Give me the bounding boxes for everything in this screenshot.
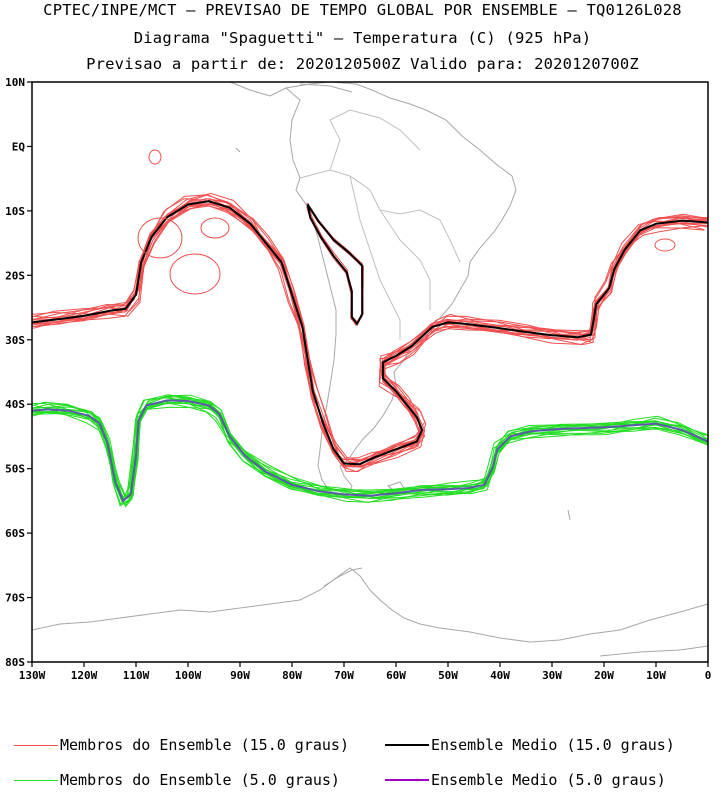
title-line-2: Diagrama "Spaguetti" — Temperatura (C) (… xyxy=(133,29,592,47)
ensemble-mean-15-contour xyxy=(32,200,708,466)
member-closed-contour xyxy=(200,217,230,239)
caribbean-coastline xyxy=(299,83,353,93)
lat-label: EQ xyxy=(12,140,26,153)
lon-label: 80W xyxy=(282,669,302,682)
south-america-coastline xyxy=(284,82,517,497)
lon-label: 10W xyxy=(646,669,666,682)
lat-label: 50S xyxy=(5,463,25,476)
lat-label: 60S xyxy=(5,527,25,540)
legend-swatch-mean-5 xyxy=(385,779,429,781)
antarctica-coastline xyxy=(32,567,708,643)
member-closed-contour xyxy=(169,253,221,295)
axis-ticks xyxy=(27,81,709,667)
latitude-labels: 10N EQ 10S 20S 30S 40S 50S 60S 70S 80S xyxy=(5,76,25,669)
longitude-labels: 130W 120W 110W 100W 90W 80W 70W 60W 50W 40W 30W 20W… xyxy=(19,669,712,682)
legend-label-mean-15: Ensemble Medio (15.0 graus) xyxy=(431,736,675,754)
member-15-secondary-contour xyxy=(306,202,364,327)
member-closed-contour xyxy=(148,149,162,165)
lon-label: 20W xyxy=(594,669,614,682)
legend-swatch-members-5 xyxy=(14,779,58,781)
lon-label: 70W xyxy=(334,669,354,682)
lat-label: 70S xyxy=(5,592,25,605)
member-15-contour xyxy=(34,198,707,473)
plot-frame xyxy=(31,81,709,663)
lon-label: 30W xyxy=(542,669,562,682)
member-5-contour xyxy=(33,404,705,503)
lat-label: 10S xyxy=(5,205,25,218)
title-line-1: CPTEC/INPE/MCT — PREVISAO DE TEMPO GLOBA… xyxy=(43,1,682,19)
lon-label: 40W xyxy=(490,669,510,682)
lon-label: 110W xyxy=(123,669,150,682)
ensemble-mean-5-contour xyxy=(32,399,708,503)
lon-label: 100W xyxy=(175,669,202,682)
central-america-coastline xyxy=(229,82,287,97)
lon-label: 0 xyxy=(705,669,712,682)
lon-label: 90W xyxy=(230,669,250,682)
lon-label: 130W xyxy=(19,669,46,682)
member-closed-contour xyxy=(654,238,676,252)
member-closed-contour xyxy=(137,217,183,259)
lon-label: 120W xyxy=(71,669,98,682)
country-borders xyxy=(299,169,461,263)
legend-members-15: Membros do Ensemble (15.0 graus) xyxy=(14,736,349,754)
lon-label: 60W xyxy=(386,669,406,682)
plot-area xyxy=(32,82,708,662)
country-borders-east xyxy=(379,209,431,310)
legend-mean-5: Ensemble Medio (5.0 graus) xyxy=(385,771,666,789)
lat-label: 80S xyxy=(5,656,25,669)
antarctic-peninsula xyxy=(323,567,363,587)
lat-label: 40S xyxy=(5,398,25,411)
legend-swatch-mean-15 xyxy=(385,744,429,746)
legend-swatch-members-15 xyxy=(14,744,58,746)
legend-label-members-5: Membros do Ensemble (5.0 graus) xyxy=(60,771,340,789)
country-borders-south xyxy=(349,175,401,340)
lat-label: 20S xyxy=(5,269,25,282)
galapagos-islands xyxy=(235,147,241,153)
lat-label: 10N xyxy=(5,76,25,89)
spaghetti-map: 10N EQ 10S 20S 30S 40S 50S 60S 70S 80S 130W 120W 11… xyxy=(5,76,712,682)
member-15-contour xyxy=(32,199,708,462)
title-line-3: Previsao a partir de: 2020120500Z Valido… xyxy=(86,55,639,73)
legend-members-5: Membros do Ensemble (5.0 graus) xyxy=(14,771,340,789)
legend-label-mean-5: Ensemble Medio (5.0 graus) xyxy=(431,771,666,789)
legend-label-members-15: Membros do Ensemble (15.0 graus) xyxy=(60,736,349,754)
country-borders-north xyxy=(329,109,421,171)
ensemble-mean-15-secondary-contour xyxy=(306,203,364,326)
antarctica-inland xyxy=(599,645,708,657)
south-georgia-island xyxy=(567,509,571,521)
legend-mean-15: Ensemble Medio (15.0 graus) xyxy=(385,736,675,754)
lon-label: 50W xyxy=(438,669,458,682)
lat-label: 30S xyxy=(5,334,25,347)
